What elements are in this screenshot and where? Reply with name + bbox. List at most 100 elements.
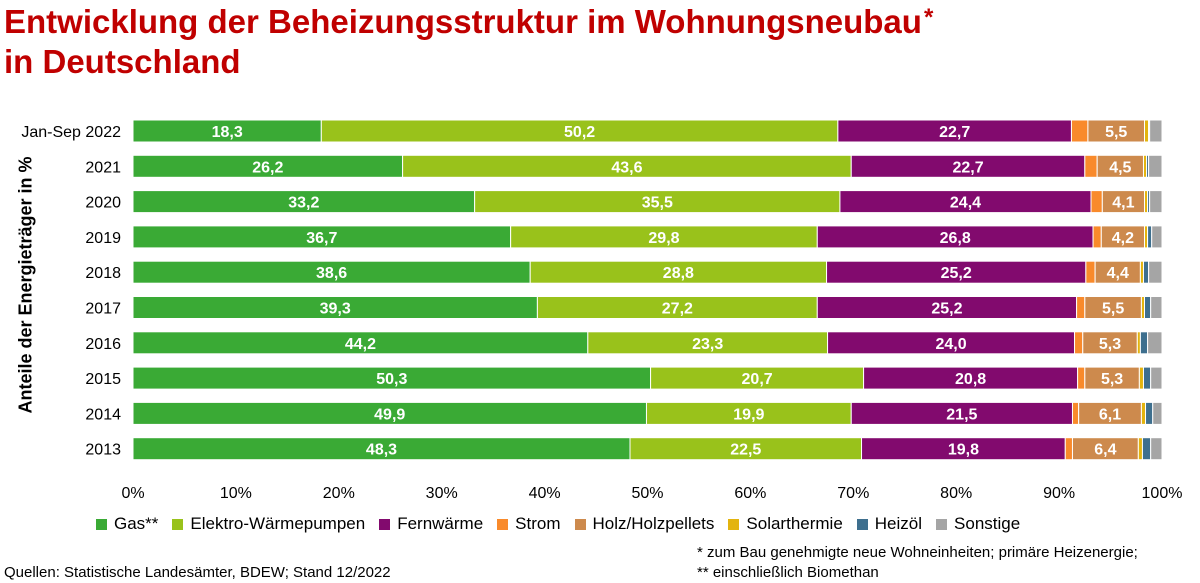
x-tick-label: 70% [837, 485, 869, 502]
legend-label: Solarthermie [746, 514, 843, 533]
data-label: 25,2 [941, 265, 972, 282]
bar-segment [1144, 296, 1152, 319]
bar-segment [1147, 331, 1163, 355]
data-label: 44,2 [345, 336, 376, 353]
title-line-1: Entwicklung der Beheizungsstruktur im Wo… [4, 3, 922, 40]
data-label: 5,5 [1102, 301, 1124, 318]
data-label: 36,7 [306, 230, 337, 247]
data-label: 24,0 [935, 336, 966, 353]
bar-segment [1084, 154, 1098, 178]
bar-segment [1141, 437, 1152, 461]
data-label: 33,2 [288, 195, 319, 212]
data-label: 21,5 [946, 406, 977, 423]
legend-item: Solarthermie [728, 514, 843, 534]
data-label: 38,6 [316, 265, 347, 282]
bar-segment [1150, 437, 1163, 461]
data-label: 22,7 [952, 159, 983, 176]
data-label: 5,5 [1105, 124, 1127, 141]
data-label: 4,5 [1109, 159, 1131, 176]
legend-label: Elektro-Wärmepumpen [190, 514, 366, 533]
data-label: 26,8 [940, 230, 971, 247]
x-tick-label: 10% [220, 485, 252, 502]
bar-segment [1142, 260, 1150, 284]
x-tick-label: 0% [121, 485, 144, 502]
legend-swatch [574, 518, 586, 530]
bar-segment [1138, 366, 1144, 390]
data-label: 49,9 [374, 406, 405, 423]
legend-label: Fernwärme [397, 514, 484, 533]
legend-label: Strom [515, 514, 561, 533]
category-label: 2015 [85, 371, 121, 388]
bar-segment [1070, 119, 1089, 143]
category-label: 2020 [85, 195, 121, 212]
bar-segment [1148, 154, 1163, 178]
category-label: 2017 [85, 301, 121, 318]
bar-segment [1140, 401, 1147, 425]
legend-item: Sonstige [936, 514, 1020, 534]
data-label: 22,5 [730, 442, 761, 459]
legend-label: Holz/Holzpellets [592, 514, 715, 533]
bar-segment [1148, 260, 1163, 284]
data-label: 5,3 [1099, 336, 1121, 353]
data-label: 50,3 [376, 371, 407, 388]
bar-segment [1090, 190, 1103, 214]
legend-item: Fernwärme [379, 514, 483, 534]
data-label: 39,3 [320, 301, 351, 318]
data-label: 19,9 [733, 406, 764, 423]
bar-segment [1064, 437, 1073, 461]
x-tick-label: 30% [426, 485, 458, 502]
category-label: 2019 [85, 230, 121, 247]
data-label: 22,7 [939, 124, 970, 141]
legend-label: Heizöl [874, 514, 923, 533]
bar-segment [1144, 119, 1150, 143]
category-label: 2013 [85, 442, 121, 459]
x-tick-label: 60% [734, 485, 766, 502]
footnotes: * zum Bau genehmigte neue Wohneinheiten;… [697, 543, 1138, 583]
bar-segment [1149, 119, 1163, 143]
data-label: 18,3 [212, 124, 243, 141]
x-tick-label: 100% [1142, 485, 1183, 502]
category-label: 2014 [85, 406, 121, 423]
data-label: 5,3 [1101, 371, 1123, 388]
category-label: 2021 [85, 159, 121, 176]
data-label: 29,8 [648, 230, 679, 247]
footnote-2: ** einschließlich Biomethan [697, 564, 879, 581]
bar-segment [1076, 296, 1086, 319]
legend-label: Sonstige [954, 514, 1021, 533]
x-tick-label: 90% [1043, 485, 1075, 502]
data-label: 43,6 [611, 159, 642, 176]
bar-segment [1142, 366, 1152, 390]
data-label: 4,4 [1107, 265, 1129, 282]
legend-item: Heizöl [856, 514, 923, 534]
bar-segment [1077, 366, 1086, 390]
bar-segment [1074, 331, 1084, 355]
data-label: 6,4 [1094, 442, 1116, 459]
legend-item: Holz/Holzpellets [574, 514, 715, 534]
x-tick-label: 40% [529, 485, 561, 502]
category-label: 2018 [85, 265, 121, 282]
data-label: 19,8 [948, 442, 979, 459]
data-label: 20,7 [742, 371, 773, 388]
footnote-1: * zum Bau genehmigte neue Wohneinheiten;… [697, 544, 1138, 561]
data-label: 26,2 [252, 159, 283, 176]
data-label: 20,8 [955, 371, 986, 388]
source-note: Quellen: Statistische Landesämter, BDEW;… [4, 564, 391, 581]
bar-segment [1150, 366, 1163, 390]
title-line-2: in Deutschland [4, 43, 241, 80]
legend-item: Elektro-Wärmepumpen [172, 514, 365, 534]
data-label: 4,2 [1112, 230, 1134, 247]
legend-item: Gas** [96, 514, 158, 534]
data-label: 23,3 [692, 336, 723, 353]
bar-segment [1145, 401, 1154, 425]
data-label: 28,8 [663, 265, 694, 282]
bar-segment [1137, 437, 1143, 461]
bar-segment [1147, 225, 1153, 249]
data-label: 48,3 [366, 442, 397, 459]
legend-swatch [728, 518, 740, 530]
data-label: 24,4 [950, 195, 981, 212]
category-label: 2016 [85, 336, 121, 353]
bar-segment [1085, 260, 1096, 284]
bar-segment [1150, 296, 1163, 319]
chart-legend: Gas** Elektro-Wärmepumpen Fernwärme Strom Ho… [96, 514, 1034, 534]
